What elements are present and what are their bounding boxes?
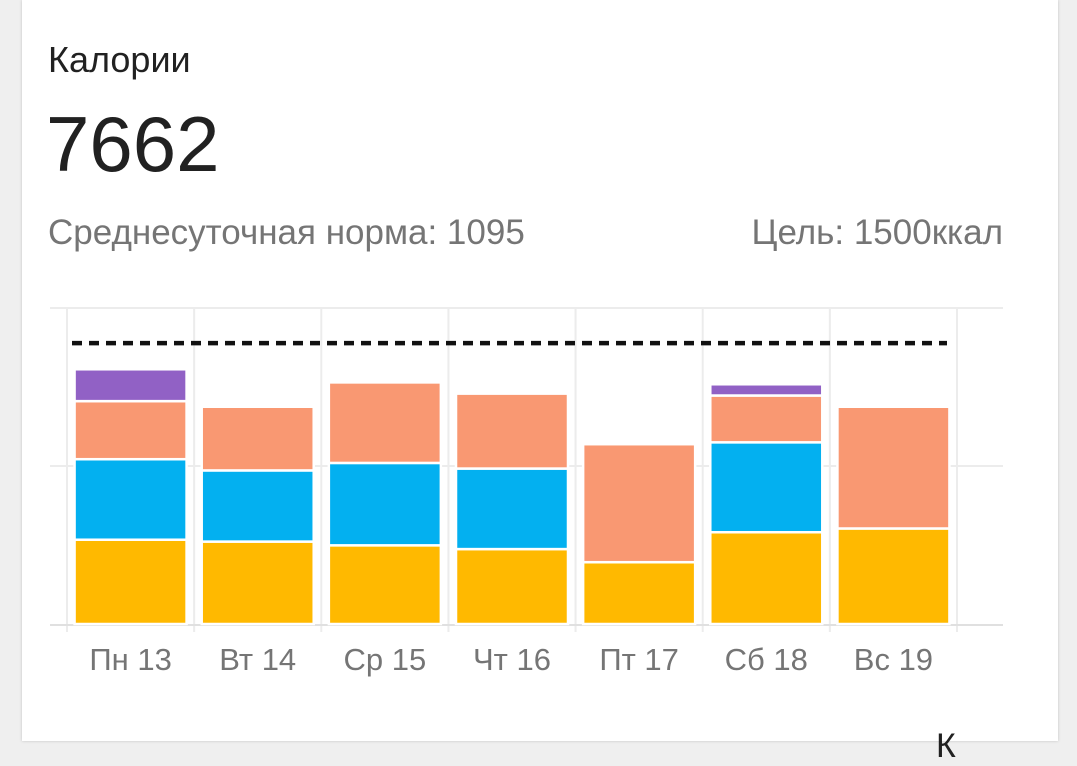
bar-segment: [73, 399, 188, 461]
bar-segment: [454, 467, 570, 551]
x-tick-label: Вт 14: [219, 642, 296, 677]
bar-segment: [836, 527, 951, 626]
calories-total: 7662: [46, 100, 220, 188]
bar-segment: [200, 469, 315, 543]
bar-segment: [709, 394, 824, 444]
x-tick-label: Ср 15: [343, 642, 426, 677]
bar-segment: [327, 544, 443, 626]
x-tick-label: Вс 19: [854, 642, 933, 677]
card-title: Калории: [48, 39, 191, 80]
more-link-partial[interactable]: К: [936, 727, 956, 765]
bar-segment: [709, 530, 824, 626]
bar-segment: [581, 560, 697, 626]
bar-segment: [454, 547, 570, 626]
bar-segment: [73, 368, 188, 403]
bar-segment: [709, 383, 824, 397]
x-tick-label: Сб 18: [725, 642, 808, 677]
x-tick-label: Чт 16: [473, 642, 551, 677]
bar-segment: [73, 538, 188, 626]
goal-label: Цель: 1500ккал: [751, 213, 1003, 252]
bar-segment: [327, 381, 443, 465]
bar-segment: [200, 540, 315, 626]
calories-bar-chart: Пн 13 Вт 14 Ср 15 Чт 16 Пт 17 Сб 18 Вс 19: [50, 307, 1003, 677]
bar-segment: [327, 461, 443, 547]
x-tick-label: Пт 17: [599, 642, 679, 677]
bar-segment: [581, 442, 697, 564]
bar-segment: [73, 457, 188, 541]
daily-average-label: Среднесуточная норма: 1095: [48, 213, 525, 252]
bar-segment: [709, 441, 824, 534]
x-tick-label: Пн 13: [89, 642, 172, 677]
bar-segment: [836, 405, 951, 530]
bar-segment: [454, 392, 570, 470]
bar-segment: [200, 405, 315, 472]
